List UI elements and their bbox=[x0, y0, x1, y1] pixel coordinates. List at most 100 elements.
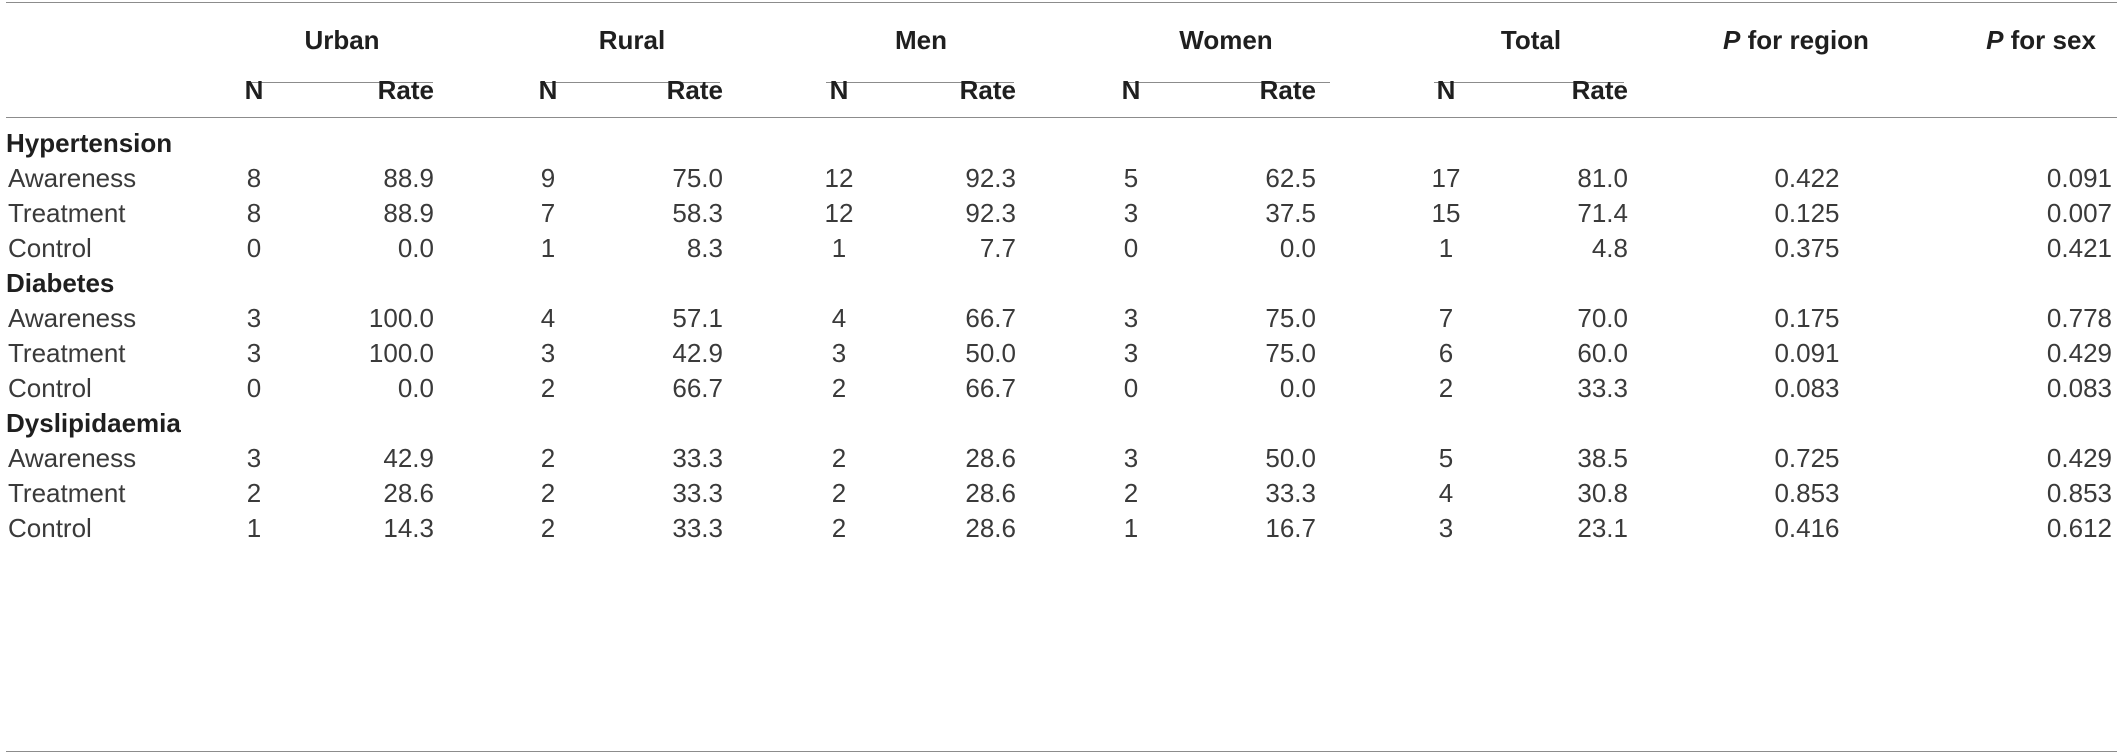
rate-cell: 75.0 bbox=[1265, 338, 1316, 368]
n-cell: 0 bbox=[246, 373, 262, 403]
p-region-cell: 0.375 bbox=[1774, 233, 1840, 263]
rate-cell: 14.3 bbox=[383, 513, 434, 543]
rate-cell: 66.7 bbox=[965, 303, 1016, 333]
rate-cell: 23.1 bbox=[1577, 513, 1628, 543]
rate-cell: 28.6 bbox=[383, 478, 434, 508]
n-cell: 6 bbox=[1438, 338, 1454, 368]
rate-cell: 33.3 bbox=[1265, 478, 1316, 508]
n-cell: 3 bbox=[246, 443, 262, 473]
n-cell: 2 bbox=[540, 513, 556, 543]
row-label: Control bbox=[8, 513, 92, 543]
n-subheader: N bbox=[538, 75, 558, 105]
p-for-sex-header: P for sex bbox=[1891, 25, 2119, 55]
group-header: Women bbox=[1179, 25, 1273, 55]
rate-subheader: Rate bbox=[377, 75, 434, 105]
p-for-region-header: P for region bbox=[1646, 25, 1946, 55]
n-cell: 2 bbox=[540, 478, 556, 508]
rate-cell: 42.9 bbox=[672, 338, 723, 368]
rate-cell: 58.3 bbox=[672, 198, 723, 228]
table-top-rule bbox=[6, 2, 2117, 3]
rate-cell: 75.0 bbox=[672, 163, 723, 193]
row-label: Control bbox=[8, 233, 92, 263]
n-cell: 3 bbox=[1123, 198, 1139, 228]
rate-cell: 62.5 bbox=[1265, 163, 1316, 193]
rate-cell: 33.3 bbox=[672, 513, 723, 543]
rate-cell: 70.0 bbox=[1577, 303, 1628, 333]
row-label: Awareness bbox=[8, 443, 137, 473]
n-subheader: N bbox=[1121, 75, 1141, 105]
rate-cell: 33.3 bbox=[672, 443, 723, 473]
n-cell: 1 bbox=[831, 233, 847, 263]
p-region-cell: 0.175 bbox=[1774, 303, 1840, 333]
row-label: Awareness bbox=[8, 163, 137, 193]
n-cell: 0 bbox=[1123, 373, 1139, 403]
p-region-cell: 0.416 bbox=[1774, 513, 1840, 543]
n-cell: 1 bbox=[1123, 513, 1139, 543]
rate-subheader: Rate bbox=[666, 75, 723, 105]
section-heading: Dyslipidaemia bbox=[6, 408, 181, 438]
n-cell: 3 bbox=[246, 303, 262, 333]
p-sex-cell: 0.612 bbox=[2046, 513, 2112, 543]
n-cell: 15 bbox=[1431, 198, 1461, 228]
rate-cell: 28.6 bbox=[965, 443, 1016, 473]
n-cell: 2 bbox=[1123, 478, 1139, 508]
group-header: Men bbox=[895, 25, 947, 55]
group-underline bbox=[248, 82, 433, 83]
n-cell: 3 bbox=[1123, 338, 1139, 368]
row-label: Awareness bbox=[8, 303, 137, 333]
rate-cell: 37.5 bbox=[1265, 198, 1316, 228]
n-cell: 3 bbox=[1438, 513, 1454, 543]
rate-cell: 42.9 bbox=[383, 443, 434, 473]
rate-cell: 50.0 bbox=[1265, 443, 1316, 473]
rate-cell: 57.1 bbox=[672, 303, 723, 333]
rate-cell: 7.7 bbox=[979, 233, 1016, 263]
n-cell: 2 bbox=[831, 478, 847, 508]
n-cell: 9 bbox=[540, 163, 556, 193]
rate-cell: 81.0 bbox=[1577, 163, 1628, 193]
n-cell: 2 bbox=[1438, 373, 1454, 403]
p-region-cell: 0.422 bbox=[1774, 163, 1840, 193]
n-cell: 7 bbox=[540, 198, 556, 228]
n-cell: 12 bbox=[824, 198, 854, 228]
n-cell: 1 bbox=[246, 513, 262, 543]
rate-cell: 66.7 bbox=[672, 373, 723, 403]
n-cell: 2 bbox=[831, 373, 847, 403]
n-cell: 4 bbox=[1438, 478, 1454, 508]
p-sex-cell: 0.083 bbox=[2046, 373, 2112, 403]
n-cell: 3 bbox=[1123, 303, 1139, 333]
group-underline bbox=[1125, 82, 1330, 83]
group-header: Rural bbox=[598, 25, 666, 55]
n-cell: 1 bbox=[540, 233, 556, 263]
n-cell: 2 bbox=[246, 478, 262, 508]
n-cell: 3 bbox=[540, 338, 556, 368]
rate-cell: 75.0 bbox=[1265, 303, 1316, 333]
n-cell: 8 bbox=[246, 163, 262, 193]
n-cell: 2 bbox=[540, 373, 556, 403]
p-sex-cell: 0.429 bbox=[2046, 338, 2112, 368]
p-sex-cell: 0.778 bbox=[2046, 303, 2112, 333]
row-label: Control bbox=[8, 373, 92, 403]
rate-cell: 33.3 bbox=[672, 478, 723, 508]
group-underline bbox=[1434, 82, 1624, 83]
header-bottom-rule bbox=[6, 117, 2117, 118]
n-cell: 2 bbox=[831, 513, 847, 543]
rate-cell: 92.3 bbox=[965, 163, 1016, 193]
n-cell: 5 bbox=[1123, 163, 1139, 193]
n-cell: 4 bbox=[831, 303, 847, 333]
p-header-text: for sex bbox=[2003, 25, 2096, 55]
rate-cell: 100.0 bbox=[368, 303, 434, 333]
p-region-cell: 0.091 bbox=[1774, 338, 1840, 368]
rate-cell: 100.0 bbox=[368, 338, 434, 368]
rate-cell: 50.0 bbox=[965, 338, 1016, 368]
table-bottom-rule bbox=[6, 751, 2117, 752]
row-label: Treatment bbox=[8, 478, 126, 508]
rate-cell: 16.7 bbox=[1265, 513, 1316, 543]
n-cell: 12 bbox=[824, 163, 854, 193]
n-cell: 8 bbox=[246, 198, 262, 228]
n-subheader: N bbox=[829, 75, 849, 105]
rate-cell: 92.3 bbox=[965, 198, 1016, 228]
n-cell: 3 bbox=[246, 338, 262, 368]
rate-cell: 30.8 bbox=[1577, 478, 1628, 508]
n-subheader: N bbox=[1436, 75, 1456, 105]
group-underline bbox=[826, 82, 1014, 83]
